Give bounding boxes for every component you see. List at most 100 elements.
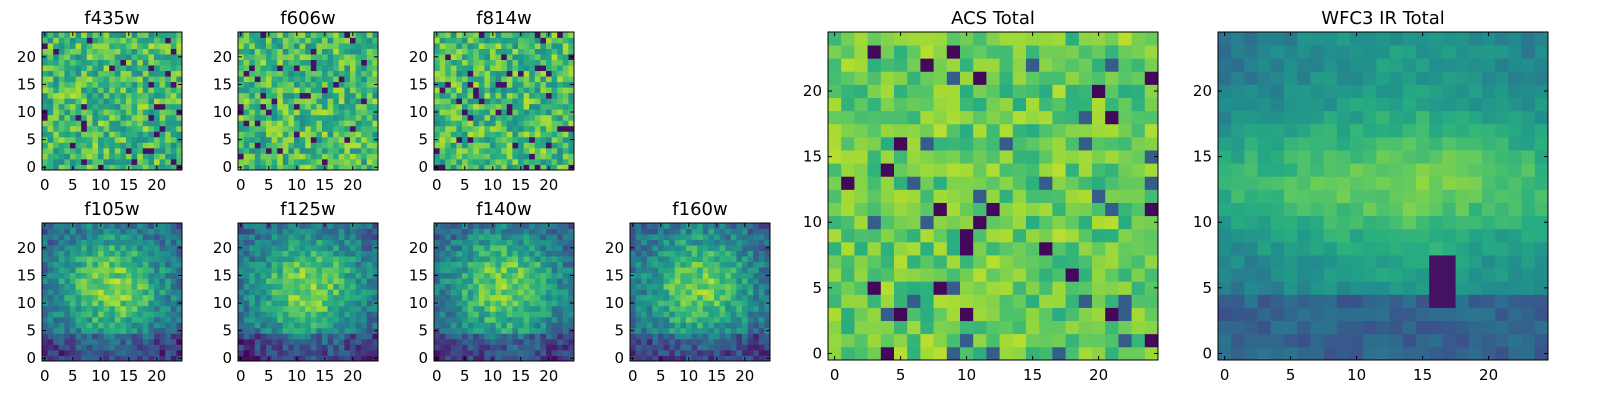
heatmap-cell [266,87,272,94]
heatmap-cell [322,43,328,49]
heatmap-cell [568,294,575,301]
heatmap-cell [999,241,1014,256]
heatmap-cell [630,322,636,329]
heatmap-cell [322,261,328,268]
heatmap-cell [986,281,1000,295]
heatmap-cell [120,48,127,55]
heatmap-cell [120,120,127,127]
heatmap-cell [288,267,295,274]
heatmap-cell [238,333,244,340]
heatmap-cell [546,109,552,116]
heatmap-cell [327,355,334,362]
heatmap-cell [327,278,334,285]
heatmap-cell [64,142,71,149]
heatmap-cell [557,70,564,77]
heatmap-cell [867,307,882,322]
heatmap-cell [92,228,99,235]
heatmap-cell [523,349,530,356]
heatmap-cell [103,48,110,55]
heatmap-cell [333,245,340,251]
heatmap-cell [53,228,60,235]
heatmap-cell [176,250,183,257]
heatmap-cell [344,228,351,235]
heatmap-cell [652,261,659,268]
heatmap-cell [1026,189,1040,203]
heatmap-cell [674,239,681,246]
heatmap-cell [333,131,340,138]
heatmap-cell [747,305,754,312]
heatmap-cell [322,131,328,138]
heatmap-cell [294,65,300,72]
heatmap-cell [495,54,502,60]
heatmap-cell [719,322,726,329]
heatmap-cell [238,283,244,290]
heatmap-cell [271,300,278,307]
heatmap-cell [854,346,868,361]
heatmap-cell [154,43,160,49]
heatmap-cell [674,311,681,318]
heatmap-cell [64,131,71,138]
heatmap-cell [562,322,569,329]
heatmap-cell [42,142,48,149]
heatmap-cell [973,32,987,46]
heatmap-cell [165,234,172,240]
heatmap-cell [361,272,368,279]
heatmap-cell [960,228,974,243]
heatmap-cell [512,234,519,240]
heatmap-cell [999,58,1014,72]
heatmap-cell [652,349,659,356]
heatmap-cell [730,294,737,301]
heatmap-cell [316,136,323,143]
heatmap-cell [282,305,289,312]
heatmap-cell [540,76,547,83]
heatmap-cell [445,65,452,72]
heatmap-cell [540,278,547,285]
heatmap-cell [243,37,250,44]
heatmap-cell [64,349,71,356]
heatmap-cell [691,305,698,312]
heatmap-cell [742,283,748,290]
heatmap-cell [92,245,99,251]
heatmap-cell [299,59,306,66]
heatmap-cell [512,37,519,44]
heatmap-cell [512,147,519,154]
heatmap-cell [103,65,110,72]
heatmap-cell [562,261,569,268]
heatmap-cell [646,294,653,301]
heatmap-cell [568,256,575,263]
heatmap-cell [973,307,987,322]
heatmap-cell [478,120,485,127]
y-tick-label: 20 [17,239,36,257]
heatmap-cell [58,272,65,279]
heatmap-cell [742,349,748,356]
heatmap-cell [81,147,88,154]
heatmap-cell [64,147,71,154]
heatmap-cell [523,223,530,229]
heatmap-cell [986,294,1000,308]
heatmap-cell [450,234,457,240]
heatmap-cell [719,283,726,290]
heatmap-cell [714,333,720,340]
heatmap-cell [445,37,452,44]
heatmap-cell [445,300,452,307]
heatmap-cell [490,349,496,356]
heatmap-cell [551,37,558,44]
heatmap-cell [249,327,256,334]
heatmap-cell [568,239,575,246]
heatmap-cell [64,164,71,171]
heatmap-cell [131,76,138,83]
heatmap-cell [534,37,541,44]
heatmap-cell [333,289,340,296]
heatmap-cell [473,65,480,72]
heatmap-cell [501,147,508,154]
heatmap-cell [176,120,183,127]
heatmap-cell [445,278,452,285]
heatmap-cell [249,228,256,235]
heatmap-cell [159,333,166,340]
heatmap-cell [434,256,440,263]
heatmap-cell [176,278,183,285]
heatmap-cell [450,114,457,121]
heatmap-cell [103,322,110,329]
heatmap-cell [42,120,48,127]
heatmap-cell [456,272,463,279]
